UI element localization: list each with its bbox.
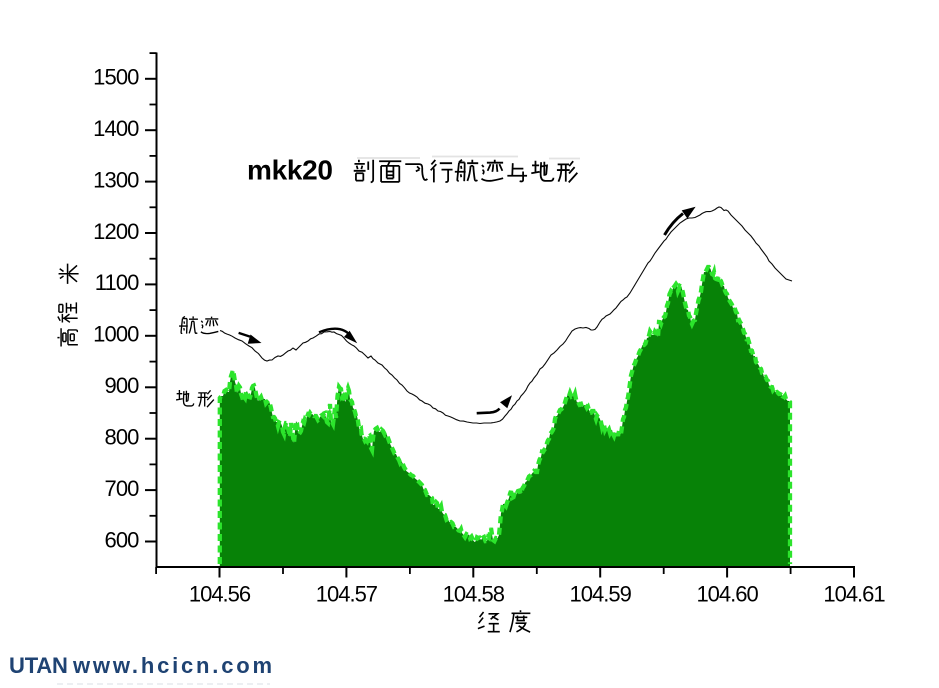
svg-text:www.hcicn.com: www.hcicn.com [72, 653, 275, 678]
svg-text:UTAN: UTAN [9, 653, 68, 678]
svg-text:104.60: 104.60 [696, 582, 758, 607]
svg-text:104.58: 104.58 [443, 582, 505, 607]
svg-text:600: 600 [104, 527, 139, 552]
svg-text:800: 800 [104, 425, 139, 450]
svg-text:1300: 1300 [93, 167, 139, 192]
svg-text:1400: 1400 [93, 116, 139, 141]
svg-text:mkk20: mkk20 [247, 155, 333, 186]
svg-text:1200: 1200 [93, 219, 139, 244]
svg-text:1500: 1500 [93, 65, 139, 90]
svg-text:104.56: 104.56 [189, 582, 251, 607]
svg-text:104.61: 104.61 [823, 582, 885, 607]
svg-text:104.59: 104.59 [570, 582, 632, 607]
svg-text:700: 700 [104, 476, 139, 501]
svg-text:900: 900 [104, 373, 139, 398]
svg-text:104.57: 104.57 [316, 582, 378, 607]
svg-text:1000: 1000 [93, 322, 139, 347]
svg-text:1100: 1100 [95, 270, 139, 295]
